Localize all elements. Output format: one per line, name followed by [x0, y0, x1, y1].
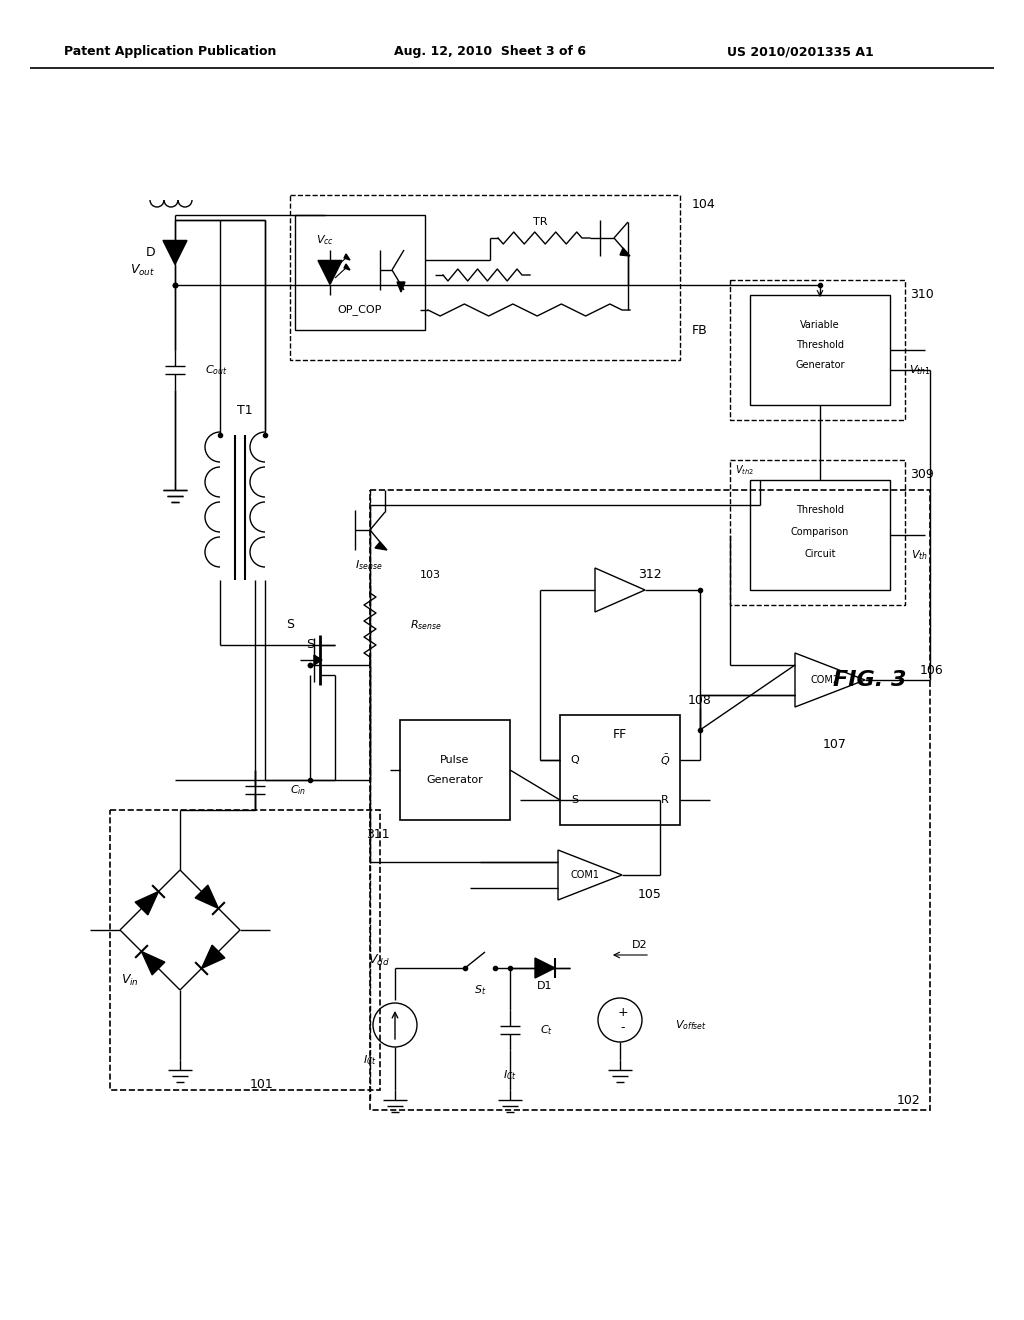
Bar — [400, 719, 510, 820]
Bar — [750, 480, 890, 590]
Text: 311: 311 — [367, 829, 390, 842]
Text: $C_t$: $C_t$ — [540, 1023, 553, 1038]
Text: S: S — [286, 619, 294, 631]
Polygon shape — [141, 952, 165, 975]
Text: $V_{in}$: $V_{in}$ — [121, 973, 139, 987]
Polygon shape — [163, 240, 187, 264]
Text: $I_{sense}$: $I_{sense}$ — [355, 558, 383, 572]
Text: $V_{cc}$: $V_{cc}$ — [316, 234, 334, 247]
Polygon shape — [344, 264, 350, 271]
Text: D2: D2 — [632, 940, 648, 950]
Text: Patent Application Publication: Patent Application Publication — [63, 45, 276, 58]
Text: D1: D1 — [538, 981, 553, 991]
Text: 101: 101 — [250, 1078, 273, 1092]
Bar — [750, 294, 890, 405]
Text: Circuit: Circuit — [804, 549, 836, 558]
Text: 105: 105 — [638, 888, 662, 902]
Text: Q: Q — [570, 755, 580, 766]
Text: Generator: Generator — [427, 775, 483, 785]
Text: S: S — [306, 639, 314, 652]
Bar — [560, 715, 680, 825]
Polygon shape — [318, 260, 342, 285]
Text: OP_COP: OP_COP — [338, 305, 382, 315]
Text: FB: FB — [692, 323, 708, 337]
Text: $\bar{Q}$: $\bar{Q}$ — [659, 752, 670, 768]
Text: R: R — [662, 795, 669, 805]
Polygon shape — [344, 253, 350, 260]
Text: 102: 102 — [896, 1093, 920, 1106]
Text: $I_{Ct}$: $I_{Ct}$ — [503, 1068, 517, 1082]
Text: 107: 107 — [823, 738, 847, 751]
Polygon shape — [314, 655, 322, 665]
Text: Comparison: Comparison — [791, 527, 849, 537]
Bar — [730, 280, 905, 420]
Text: 103: 103 — [420, 570, 441, 579]
Polygon shape — [202, 945, 225, 969]
Text: COM2: COM2 — [810, 675, 840, 685]
Polygon shape — [375, 543, 387, 550]
Text: D: D — [145, 246, 155, 259]
Bar — [370, 490, 930, 1110]
Text: 312: 312 — [638, 569, 662, 582]
Text: Aug. 12, 2010  Sheet 3 of 6: Aug. 12, 2010 Sheet 3 of 6 — [394, 45, 586, 58]
Text: $S_t$: $S_t$ — [474, 983, 486, 997]
Bar — [110, 810, 380, 1090]
Text: S: S — [571, 795, 579, 805]
Text: $V_{th1}$: $V_{th1}$ — [909, 363, 931, 378]
Text: $V_{th}$: $V_{th}$ — [911, 548, 929, 562]
Text: -: - — [621, 1022, 626, 1035]
Text: 309: 309 — [910, 469, 934, 482]
Text: 310: 310 — [910, 289, 934, 301]
Text: TR: TR — [532, 216, 547, 227]
Polygon shape — [397, 282, 406, 292]
Bar — [295, 215, 425, 330]
Text: T1: T1 — [238, 404, 253, 417]
Text: Variable: Variable — [800, 319, 840, 330]
Bar — [290, 195, 680, 360]
Text: $V_{offset}$: $V_{offset}$ — [675, 1018, 707, 1032]
Text: Pulse: Pulse — [440, 755, 470, 766]
Text: Threshold: Threshold — [796, 506, 844, 515]
Text: Generator: Generator — [796, 360, 845, 370]
Text: $V_{th2}$: $V_{th2}$ — [735, 463, 755, 477]
Text: +: + — [617, 1006, 629, 1019]
Polygon shape — [620, 248, 630, 256]
Text: 108: 108 — [688, 693, 712, 706]
Polygon shape — [196, 886, 218, 908]
Text: $V_{out}$: $V_{out}$ — [130, 263, 155, 277]
Text: FF: FF — [613, 729, 627, 742]
Bar — [730, 459, 905, 605]
Text: US 2010/0201335 A1: US 2010/0201335 A1 — [727, 45, 873, 58]
Text: COM1: COM1 — [570, 870, 599, 880]
Polygon shape — [535, 958, 555, 978]
Text: 104: 104 — [692, 198, 716, 211]
Text: $I_{Ct}$: $I_{Ct}$ — [362, 1053, 377, 1067]
Text: $C_{out}$: $C_{out}$ — [205, 363, 227, 378]
Polygon shape — [135, 891, 159, 915]
Text: Threshold: Threshold — [796, 341, 844, 350]
Text: 106: 106 — [920, 664, 944, 676]
Text: FIG. 3: FIG. 3 — [834, 671, 906, 690]
Text: $R_{sense}$: $R_{sense}$ — [410, 618, 442, 632]
Text: $C_{in}$: $C_{in}$ — [290, 783, 306, 797]
Text: $V_{dd}$: $V_{dd}$ — [369, 953, 390, 968]
